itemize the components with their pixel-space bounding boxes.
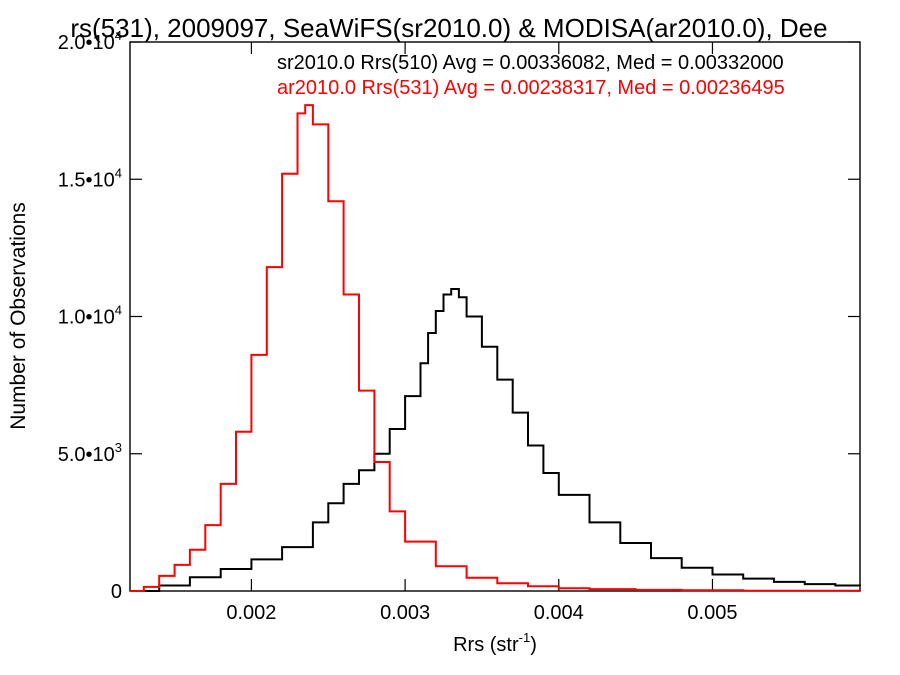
legend: sr2010.0 Rrs(510) Avg = 0.00336082, Med … bbox=[277, 52, 785, 99]
x-axis-label: Rrs (str-1) bbox=[453, 630, 537, 656]
y-axis-label: Number of Observations bbox=[7, 202, 30, 430]
x-tick-label: 0.002 bbox=[226, 602, 276, 624]
legend-entry-0: sr2010.0 Rrs(510) Avg = 0.00336082, Med … bbox=[277, 52, 784, 74]
chart-title: rs(531), 2009097, SeaWiFS(sr2010.0) & MO… bbox=[70, 13, 827, 43]
y-tick-exponent: 4 bbox=[115, 28, 122, 43]
y-tick-mantissa: 1.0•10 bbox=[58, 307, 115, 329]
y-tick-mantissa: 5.0•10 bbox=[58, 444, 115, 466]
y-tick-exponent: 4 bbox=[115, 303, 122, 318]
plot-frame bbox=[129, 41, 861, 592]
series-line-0 bbox=[130, 288, 861, 592]
series-line-1 bbox=[130, 104, 861, 592]
y-tick-exponent: 3 bbox=[115, 440, 122, 455]
y-tick-label: 5.0•103 bbox=[58, 440, 122, 466]
y-tick-exponent: 4 bbox=[115, 165, 122, 180]
x-axis-label-exponent: -1 bbox=[519, 630, 531, 645]
series-group bbox=[130, 104, 861, 592]
y-tick-mantissa: 0 bbox=[111, 581, 122, 603]
y-tick-label: 1.5•104 bbox=[58, 165, 122, 191]
y-tick-mantissa: 2.0•10 bbox=[58, 32, 115, 54]
x-axis-ticks: 0.002 0.003 0.004 0.005 bbox=[226, 42, 737, 624]
legend-entry-1: ar2010.0 Rrs(531) Avg = 0.00238317, Med … bbox=[277, 77, 785, 99]
y-tick-mantissa: 1.5•10 bbox=[58, 169, 115, 191]
x-tick-label: 0.005 bbox=[687, 602, 737, 624]
y-tick-label: 1.0•104 bbox=[58, 303, 122, 329]
y-tick-label: 2.0•104 bbox=[58, 28, 122, 54]
x-tick-label: 0.004 bbox=[534, 602, 584, 624]
x-axis-label-text: Rrs (str bbox=[453, 634, 519, 656]
x-axis-label-close: ) bbox=[530, 634, 537, 656]
y-tick-label: 0 bbox=[111, 581, 122, 603]
x-tick-label: 0.003 bbox=[380, 602, 430, 624]
